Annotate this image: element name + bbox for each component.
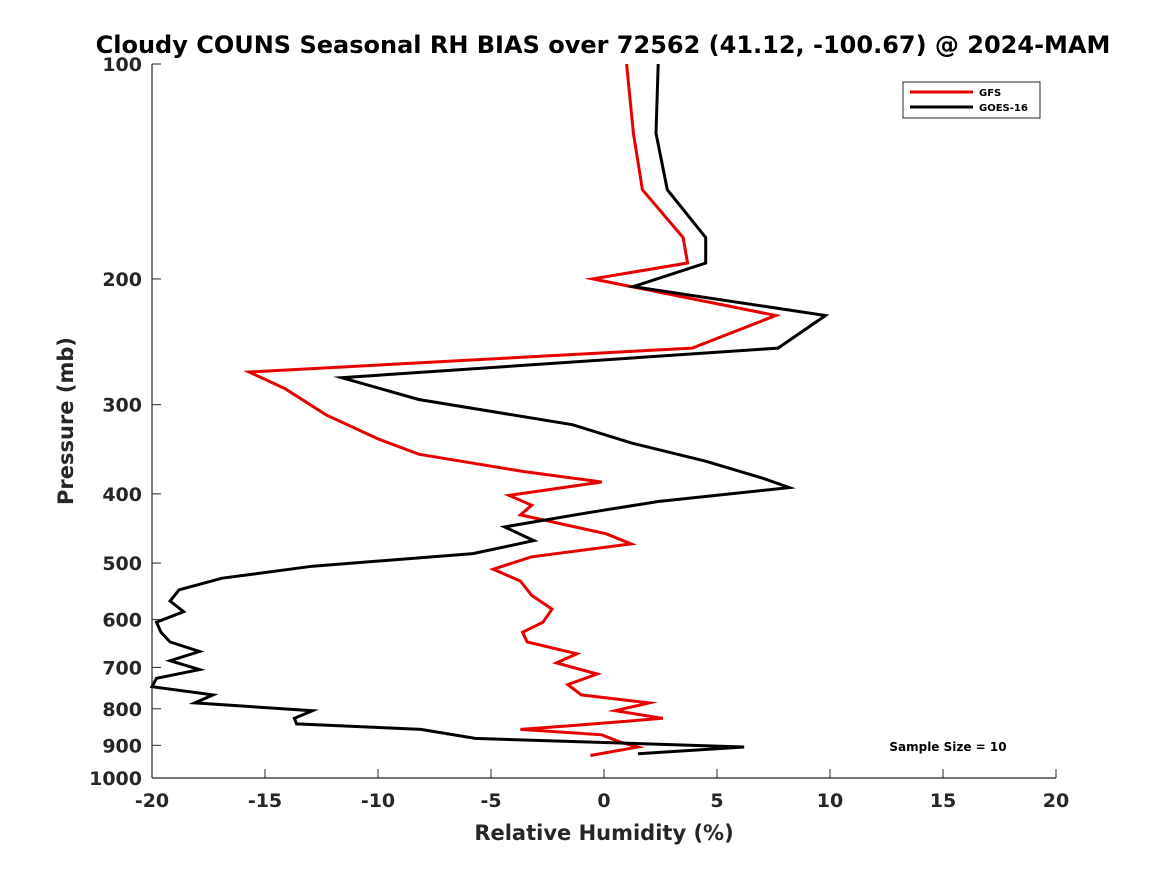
chart-title: Cloudy COUNS Seasonal RH BIAS over 72562… <box>96 31 1111 59</box>
x-tick-label: -5 <box>480 790 501 812</box>
y-tick-label: 100 <box>102 54 142 76</box>
sample-size-annotation: Sample Size = 10 <box>889 740 1006 754</box>
x-tick-label: -20 <box>135 790 169 812</box>
y-tick-label: 400 <box>102 484 142 506</box>
series-line-gfs <box>243 63 782 757</box>
legend: GFS GOES-16 <box>902 81 1041 119</box>
x-tick-label: 20 <box>1043 790 1069 812</box>
data-series <box>149 63 830 757</box>
legend-label: GFS <box>979 88 1001 99</box>
series-gfs <box>243 63 782 757</box>
y-tick-label: 200 <box>102 269 142 291</box>
axes: -20 -15 -10 -5 0 5 10 15 20 100 200 300 400 500 600 700… <box>89 54 1069 812</box>
x-tick-label: 0 <box>597 790 610 812</box>
x-tick-label: 15 <box>930 790 956 812</box>
y-tick-label: 800 <box>102 699 142 721</box>
x-axis-label: Relative Humidity (%) <box>474 821 733 845</box>
y-tick-label: 500 <box>102 553 142 575</box>
x-tick-label: -15 <box>248 790 282 812</box>
legend-box <box>902 81 1041 119</box>
x-tick-label: -10 <box>361 790 395 812</box>
x-tick-label: 5 <box>710 790 723 812</box>
series-line-goes-16 <box>149 63 830 756</box>
y-tick-label: 300 <box>102 395 142 417</box>
legend-label: GOES-16 <box>979 103 1028 114</box>
y-tick-label: 1000 <box>89 768 142 790</box>
y-tick-label: 600 <box>102 610 142 632</box>
x-tick-label: 10 <box>817 790 843 812</box>
y-tick-label: 700 <box>102 657 142 679</box>
y-axis-label: Pressure (mb) <box>54 337 78 505</box>
y-tick-label: 900 <box>102 735 142 757</box>
series-goes-16 <box>149 63 830 756</box>
